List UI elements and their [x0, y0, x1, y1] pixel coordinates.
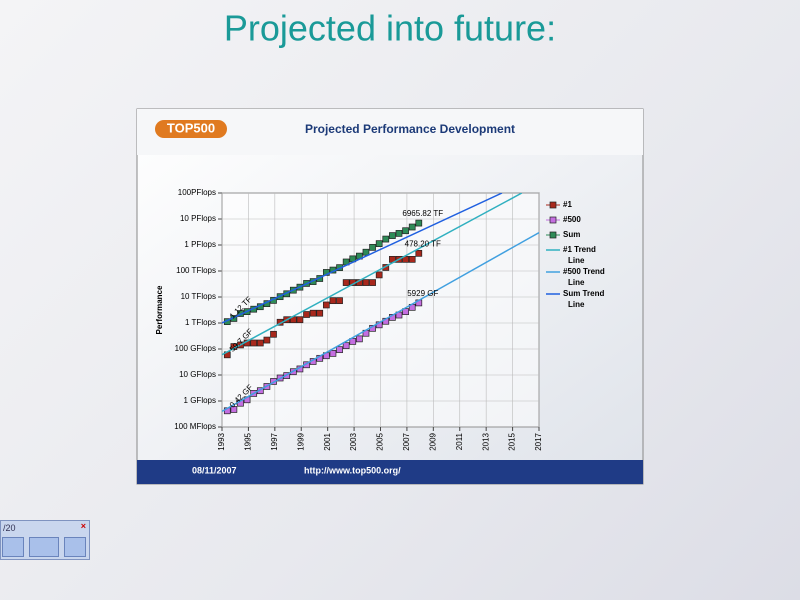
legend-swatch	[549, 216, 557, 224]
page-indicator: /20	[3, 523, 16, 533]
marker	[356, 335, 363, 343]
marker	[415, 219, 423, 227]
y-tick-label: 1 PFlops	[184, 240, 216, 249]
marker	[250, 339, 258, 347]
marker	[270, 330, 277, 338]
y-tick-label: 10 GFlops	[179, 370, 216, 379]
x-tick-label: 1999	[296, 432, 305, 450]
legend-label: Sum	[563, 230, 580, 239]
y-tick-label: 100PFlops	[178, 188, 216, 197]
trend-line	[222, 193, 503, 324]
marker	[303, 311, 310, 318]
marker	[389, 232, 396, 239]
marker	[395, 230, 403, 237]
marker	[402, 227, 409, 235]
chart-title: Projected Performance Development	[305, 122, 515, 136]
marker	[322, 301, 330, 309]
legend-label: #1	[563, 200, 572, 209]
marker	[309, 309, 317, 317]
legend-label-line: Line	[568, 256, 585, 265]
legend-label-line: #500 Trend	[563, 267, 605, 276]
x-tick-label: 1995	[244, 432, 253, 450]
x-tick-label: 2007	[402, 432, 411, 450]
marker	[375, 271, 383, 279]
x-tick-label: 1997	[270, 432, 279, 450]
y-tick-label: 1 TFlops	[185, 318, 216, 327]
y-tick-label: 100 GFlops	[175, 344, 216, 353]
marker	[408, 255, 416, 263]
plot-series	[222, 193, 539, 415]
slide-navigator: /20 ×	[0, 520, 90, 560]
y-tick-label: 100 TFlops	[176, 266, 216, 275]
x-tick-label: 2005	[376, 432, 385, 450]
legend-label-line: Sum Trend	[563, 289, 604, 298]
marker	[342, 279, 350, 286]
marker	[230, 406, 238, 413]
marker	[369, 243, 376, 251]
marker	[263, 336, 271, 344]
annotation: 5929 GF	[407, 289, 438, 298]
marker	[296, 316, 304, 324]
x-tick-label: 2013	[481, 432, 490, 450]
x-tick-label: 2015	[508, 432, 517, 450]
y-tick-label: 100 MFlops	[174, 422, 216, 431]
trend-line	[222, 231, 539, 412]
y-axis-label: Performance	[155, 285, 164, 334]
marker	[256, 339, 264, 347]
logo: TOP500	[167, 120, 215, 135]
marker	[369, 279, 376, 286]
legend-label: #1 Trend Line	[563, 245, 596, 265]
legend-label: #500	[563, 215, 581, 224]
legend-label: #500 Trend Line	[563, 267, 605, 287]
slide-title: Projected into future:	[224, 8, 556, 49]
marker	[415, 249, 423, 257]
logo-badge	[155, 120, 227, 138]
marker	[336, 297, 343, 305]
next-button[interactable]	[64, 537, 86, 557]
legend-label-line: Line	[568, 300, 585, 309]
x-tick-label: 2003	[349, 432, 358, 450]
annotation: 6965.82 TF	[402, 209, 443, 218]
y-tick-label: 1 GFlops	[184, 396, 216, 405]
x-tick-label: 2001	[323, 432, 332, 450]
footer-date: 08/11/2007	[192, 465, 237, 475]
legend-label-line: #1 Trend	[563, 245, 596, 254]
marker	[362, 279, 370, 286]
marker	[362, 248, 370, 256]
y-tick-label: 10 PFlops	[180, 214, 216, 223]
marker	[316, 309, 324, 317]
legend-swatch	[549, 201, 557, 209]
x-tick-label: 2009	[428, 432, 437, 450]
close-button[interactable]: ×	[80, 521, 86, 531]
marker	[329, 350, 337, 357]
previous-button[interactable]	[2, 537, 24, 557]
legend-swatch	[549, 231, 557, 239]
footer-band	[137, 460, 643, 484]
marker	[329, 297, 337, 305]
marker	[375, 240, 383, 247]
annotation: 478.20 TF	[405, 239, 441, 248]
legend-label-line: Line	[568, 278, 585, 287]
marker	[342, 342, 350, 350]
menu-button[interactable]	[29, 537, 59, 557]
marker	[382, 235, 390, 243]
footer-url: http://www.top500.org/	[304, 465, 401, 475]
marker	[336, 346, 343, 354]
x-tick-label: 2017	[534, 432, 543, 450]
legend-label: Sum Trend Line	[563, 289, 604, 309]
x-tick-label: 2011	[455, 432, 464, 450]
y-tick-label: 10 TFlops	[181, 292, 216, 301]
trend-line	[222, 193, 523, 356]
marker	[408, 223, 416, 231]
x-tick-label: 1993	[217, 432, 226, 450]
